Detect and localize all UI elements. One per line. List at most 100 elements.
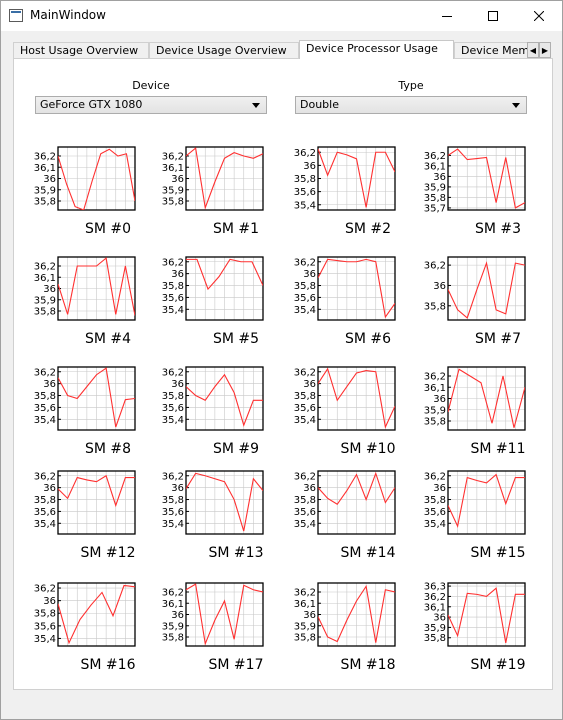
y-tick-label: 36,1 (34, 163, 56, 174)
y-tick-label: 36 (43, 379, 56, 390)
sm-chart-title: SM #5 (212, 331, 260, 347)
close-button[interactable] (516, 1, 562, 31)
y-tick-label: 35,8 (424, 417, 446, 428)
y-tick-label: 35,6 (162, 507, 184, 518)
y-tick-label: 35,4 (294, 519, 316, 530)
tab-host-usage-overview[interactable]: Host Usage Overview (13, 42, 149, 59)
sm-chart-title: SM #6 (344, 331, 392, 347)
maximize-icon (488, 11, 498, 21)
y-tick-label: 35,4 (424, 519, 446, 530)
y-tick-label: 36,2 (34, 584, 56, 595)
minimize-icon (442, 16, 452, 17)
y-tick-label: 36 (433, 281, 446, 292)
y-tick-label: 35,6 (294, 293, 316, 304)
y-tick-label: 36,2 (294, 148, 316, 159)
sm-chart-title: SM #7 (474, 331, 522, 347)
maximize-button[interactable] (470, 1, 516, 31)
tab-device-processor-usage[interactable]: Device Processor Usage (299, 40, 454, 59)
y-tick-label: 35,8 (294, 391, 316, 402)
y-tick-label: 36 (303, 269, 316, 280)
minimize-button[interactable] (424, 1, 470, 31)
plot-frame (185, 366, 264, 431)
y-tick-label: 35,9 (294, 621, 316, 632)
type-select[interactable]: Double (295, 96, 527, 114)
series-line (58, 474, 135, 508)
sm-chart-title: SM #0 (84, 221, 132, 237)
y-tick-label: 35,8 (34, 307, 56, 318)
sm-chart: 36,2 36,1 36 35,9 35,8 SM #11 (413, 359, 543, 463)
y-tick-label: 36 (433, 172, 446, 183)
plot-frame (317, 470, 396, 535)
device-select[interactable]: GeForce GTX 1080 (35, 96, 267, 114)
y-tick-label: 36,2 (162, 152, 184, 163)
series-line (318, 258, 395, 319)
sm-chart: 36,2 36 35,8 35,6 35,4 SM #12 (23, 463, 153, 567)
sm-chart-title: SM #12 (80, 545, 136, 561)
y-tick-label: 35,4 (162, 519, 184, 530)
sm-chart-plot: 36,2 36 35,8 (424, 256, 526, 321)
y-tick-label: 35,6 (424, 507, 446, 518)
y-tick-label: 36,2 (162, 471, 184, 482)
chevron-down-icon (512, 103, 520, 108)
y-tick-label: 35,8 (424, 301, 446, 312)
tab-scroll-left-button[interactable]: ◀ (527, 42, 539, 58)
plot-frame (447, 582, 526, 647)
y-tick-label: 36,2 (34, 471, 56, 482)
y-tick-label: 35,6 (162, 403, 184, 414)
chevron-right-icon: ▶ (541, 45, 549, 55)
plot-frame (447, 256, 526, 321)
y-tick-label: 36,2 (294, 471, 316, 482)
y-tick-label: 36 (171, 379, 184, 390)
plot-frame (317, 146, 396, 211)
y-tick-label: 35,8 (294, 633, 316, 644)
device-select-value: GeForce GTX 1080 (40, 98, 143, 111)
sm-chart: 36,2 36 35,8 35,6 35,4 SM #13 (151, 463, 281, 567)
plot-frame (57, 146, 136, 211)
sm-chart: 36,2 36 35,8 35,6 35,4 SM #9 (151, 359, 281, 463)
series-line (58, 584, 135, 645)
y-tick-label: 36 (43, 284, 56, 295)
series-line (186, 583, 263, 646)
sm-chart-title: SM #4 (84, 331, 132, 347)
y-tick-label: 35,6 (294, 507, 316, 518)
y-tick-label: 35,8 (162, 495, 184, 506)
sm-chart-title: SM #13 (208, 545, 264, 561)
y-tick-label: 36 (303, 610, 316, 621)
tab-bar: Host Usage Overview Device Usage Overvie… (13, 40, 553, 59)
y-tick-label: 36 (43, 483, 56, 494)
plot-frame (447, 146, 526, 211)
y-tick-label: 35,9 (34, 295, 56, 306)
y-tick-label: 35,7 (424, 203, 446, 214)
tab-scroll-right-button[interactable]: ▶ (539, 42, 551, 58)
chevron-down-icon (252, 103, 260, 108)
y-tick-label: 36 (433, 483, 446, 494)
type-label: Type (398, 79, 424, 92)
series-line (318, 367, 395, 429)
y-tick-label: 35,8 (424, 495, 446, 506)
device-label: Device (132, 79, 170, 92)
series-line (318, 584, 395, 643)
sm-chart: 36,2 36 35,8 SM #7 (413, 249, 543, 353)
y-tick-label: 36,2 (294, 257, 316, 268)
tab-device-memory-usage[interactable]: Device Memory Usage (454, 42, 536, 59)
y-tick-label: 35,9 (424, 405, 446, 416)
tab-device-usage-overview[interactable]: Device Usage Overview (149, 42, 299, 59)
series-line (186, 373, 263, 427)
sm-chart: 36,2 36 35,8 35,6 35,4 SM #10 (283, 359, 413, 463)
title-bar[interactable]: MainWindow (1, 1, 562, 31)
sm-chart: 36,3 36,2 36,1 36 35,9 35,8 SM #19 (413, 575, 543, 679)
y-tick-label: 36,2 (294, 588, 316, 599)
series-line (448, 587, 525, 644)
y-tick-label: 35,8 (162, 197, 184, 208)
y-tick-label: 35,9 (162, 185, 184, 196)
y-tick-label: 36,1 (294, 599, 316, 610)
